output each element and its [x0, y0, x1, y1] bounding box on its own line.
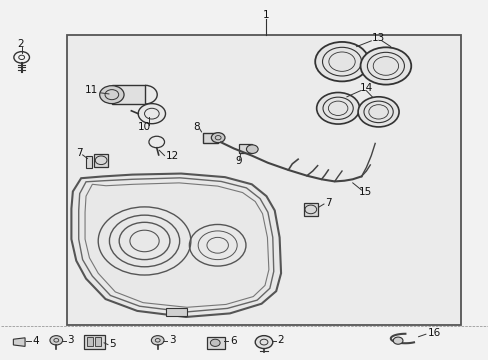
- Circle shape: [138, 104, 165, 124]
- Circle shape: [151, 336, 163, 345]
- Circle shape: [50, 336, 62, 345]
- Bar: [87, 337, 93, 346]
- Text: 16: 16: [427, 328, 440, 338]
- Circle shape: [316, 93, 359, 124]
- Bar: [95, 337, 101, 346]
- Bar: [94, 154, 108, 167]
- Bar: [238, 144, 252, 153]
- Bar: [66, 35, 461, 325]
- Bar: [112, 85, 145, 104]
- Text: 3: 3: [67, 335, 74, 345]
- Text: 1: 1: [263, 10, 269, 20]
- Text: 13: 13: [371, 33, 385, 43]
- Circle shape: [255, 336, 272, 348]
- Text: 3: 3: [168, 335, 175, 345]
- Text: 12: 12: [165, 151, 179, 161]
- Text: 8: 8: [193, 122, 200, 132]
- Text: 4: 4: [33, 336, 40, 346]
- Circle shape: [357, 97, 398, 127]
- Bar: [83, 335, 105, 349]
- Circle shape: [315, 42, 368, 81]
- Circle shape: [392, 337, 402, 344]
- Circle shape: [211, 133, 224, 143]
- Polygon shape: [85, 156, 92, 168]
- Text: 10: 10: [138, 122, 151, 132]
- Text: 6: 6: [229, 336, 236, 346]
- Text: 2: 2: [277, 335, 284, 345]
- Text: 9: 9: [235, 156, 242, 166]
- Text: 7: 7: [76, 148, 83, 158]
- Text: 5: 5: [109, 339, 115, 349]
- Bar: [202, 133, 218, 143]
- Circle shape: [210, 339, 220, 346]
- Text: 11: 11: [85, 85, 98, 95]
- Circle shape: [100, 86, 124, 104]
- Text: 7: 7: [325, 198, 331, 208]
- Bar: [166, 308, 186, 316]
- Circle shape: [246, 145, 258, 153]
- Polygon shape: [13, 338, 25, 346]
- Polygon shape: [71, 174, 281, 317]
- Text: 14: 14: [359, 83, 372, 93]
- Circle shape: [360, 47, 410, 85]
- Bar: [206, 337, 225, 348]
- Text: 2: 2: [17, 40, 23, 49]
- Text: 15: 15: [358, 187, 371, 197]
- Bar: [304, 203, 317, 216]
